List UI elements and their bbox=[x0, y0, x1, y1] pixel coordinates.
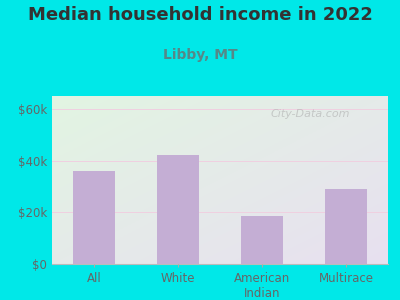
Text: Median household income in 2022: Median household income in 2022 bbox=[28, 6, 372, 24]
Bar bbox=[241, 216, 283, 264]
Text: Libby, MT: Libby, MT bbox=[163, 48, 237, 62]
Bar bbox=[157, 155, 199, 264]
Bar bbox=[73, 171, 115, 264]
Text: City-Data.com: City-Data.com bbox=[270, 110, 350, 119]
Bar bbox=[325, 189, 367, 264]
